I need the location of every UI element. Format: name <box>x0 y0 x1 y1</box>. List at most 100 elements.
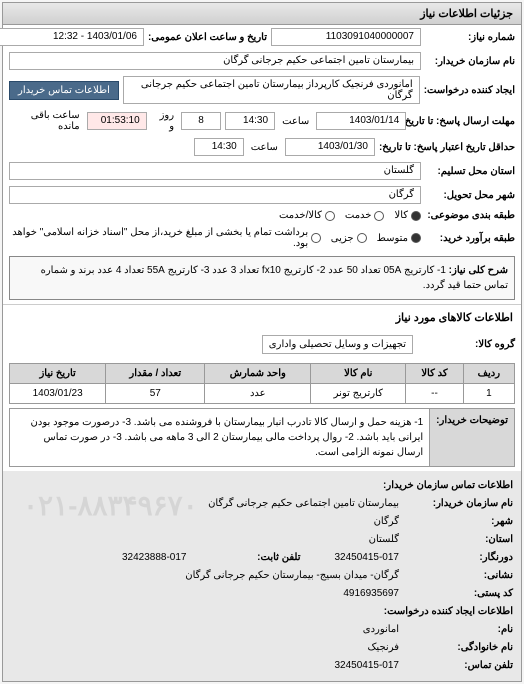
size-opt-2[interactable]: برداشت تمام یا بخشی از مبلغ خرید،از محل … <box>9 227 321 249</box>
pack-opt-1[interactable]: خدمت <box>345 210 385 221</box>
buyer-label: نام سازمان خریدار: <box>425 56 515 67</box>
description-box: شرح کلی نیاز: 1- کارتریج 05A تعداد 50 عد… <box>9 256 515 300</box>
c-post-label: کد پستی: <box>403 585 513 603</box>
td-2: کارتریج تونر <box>311 384 406 404</box>
th-1: کد کالا <box>406 364 464 384</box>
days-and: روز و <box>154 110 174 132</box>
goods-table: ردیف کد کالا نام کالا واحد شمارش تعداد /… <box>9 363 515 404</box>
c-lname-label: نام خانوادگی: <box>403 639 513 657</box>
radio-icon <box>374 211 384 221</box>
req-number-label: شماره نیاز: <box>425 32 515 43</box>
row-deadline: مهلت ارسال پاسخ: تا تاریخ: 1403/01/14 سا… <box>3 107 521 135</box>
pack-opt-0-label: کالا <box>394 210 408 221</box>
pack-opt-0[interactable]: کالا <box>394 210 421 221</box>
time-label-1: ساعت <box>282 116 309 127</box>
c-city-label: شهر: <box>403 513 513 531</box>
row-pack: طبقه بندی موضوعی: کالا خدمت کالا/خدمت <box>3 207 521 224</box>
c-addr-label: نشانی: <box>403 567 513 585</box>
radio-icon <box>411 211 421 221</box>
c-cphone: 32450415-017 <box>334 657 399 675</box>
size-opt-0[interactable]: متوسط <box>377 233 421 244</box>
announce-label: تاریخ و ساعت اعلان عمومی: <box>148 32 267 43</box>
valid-time: 14:30 <box>194 138 244 156</box>
pack-radio-group: کالا خدمت کالا/خدمت <box>279 210 421 221</box>
pack-opt-1-label: خدمت <box>345 210 372 221</box>
desc-text: 1- کارتریج 05A تعداد 50 عدد 2- کارتریج f… <box>41 265 508 291</box>
time-remain: 01:53:10 <box>87 112 147 130</box>
c-cphone-label: تلفن تماس: <box>403 657 513 675</box>
c-fax-label: دورنگار: <box>403 549 513 567</box>
city-value: گرگان <box>9 186 421 204</box>
contact-section: ۰۲۱-۸۸۳۴۹۶۷۰ اطلاعات تماس سازمان خریدار:… <box>3 471 521 681</box>
c-prov: گلستان <box>369 531 399 549</box>
pack-opt-2-label: کالا/خدمت <box>279 210 322 221</box>
th-2: نام کالا <box>311 364 406 384</box>
province-value: گلستان <box>9 162 421 180</box>
c-name-label: نام: <box>403 621 513 639</box>
size-radio-group: متوسط جزیی برداشت تمام یا بخشی از مبلغ خ… <box>9 227 421 249</box>
desc-label: شرح کلی نیاز: <box>449 265 508 276</box>
category-label: گروه کالا: <box>425 339 515 350</box>
size-opt-1-label: جزیی <box>331 233 354 244</box>
c-phone: 32423888-017 <box>122 549 187 567</box>
c-name: امانوردی <box>363 621 399 639</box>
th-3: واحد شمارش <box>205 364 311 384</box>
row-city: شهر محل تحویل: گرگان <box>3 183 521 207</box>
category-value: تجهیزات و وسایل تحصیلی واداری <box>262 335 413 354</box>
announce-value: 1403/01/06 - 12:32 <box>0 28 144 46</box>
td-5: 1403/01/23 <box>10 384 106 404</box>
buyer-notes: توضیحات خریدار: 1- هزینه حمل و ارسال کال… <box>9 408 515 467</box>
notes-text: 1- هزینه حمل و ارسال کالا تادرب انبار بی… <box>10 409 429 466</box>
requester-value: امانوردی فرنجیک کارپرداز بیمارستان تامین… <box>123 76 420 104</box>
contact-title: اطلاعات تماس سازمان خریدار: <box>383 477 513 495</box>
row-size: طبقه برآورد خرید: متوسط جزیی برداشت تمام… <box>3 224 521 252</box>
size-opt-2-label: برداشت تمام یا بخشی از مبلغ خرید،از محل … <box>9 227 308 249</box>
size-label: طبقه برآورد خرید: <box>425 233 515 244</box>
td-3: عدد <box>205 384 311 404</box>
th-4: تعداد / مقدار <box>106 364 205 384</box>
row-valid: حداقل تاریخ اعتبار پاسخ: تا تاریخ: 1403/… <box>3 135 521 159</box>
req-number-value: 1103091040000007 <box>271 28 421 46</box>
row-province: استان محل تسلیم: گلستان <box>3 159 521 183</box>
size-opt-0-label: متوسط <box>377 233 408 244</box>
c-creator-title: اطلاعات ایجاد کننده درخواست: <box>384 603 513 621</box>
c-prov-label: استان: <box>403 531 513 549</box>
c-fax: 32450415-017 <box>334 549 399 567</box>
pack-opt-2[interactable]: کالا/خدمت <box>279 210 335 221</box>
time-remain-suffix: ساعت باقی مانده <box>12 110 80 132</box>
c-city: گرگان <box>374 513 399 531</box>
contact-button[interactable]: اطلاعات تماس خریدار <box>9 81 119 100</box>
radio-icon <box>411 233 421 243</box>
city-label: شهر محل تحویل: <box>425 190 515 201</box>
radio-icon <box>311 233 321 243</box>
province-label: استان محل تسلیم: <box>425 166 515 177</box>
requester-label: ایجاد کننده درخواست: <box>424 85 515 96</box>
days-remain: 8 <box>181 112 221 130</box>
c-org: بیمارستان تامین اجتماعی حکیم جرجانی گرگا… <box>208 495 399 513</box>
valid-label: حداقل تاریخ اعتبار پاسخ: تا تاریخ: <box>379 142 515 153</box>
pack-label: طبقه بندی موضوعی: <box>425 210 515 221</box>
c-addr: گرگان- میدان بسیج- بیمارستان حکیم جرجانی… <box>185 567 399 585</box>
c-org-label: نام سازمان خریدار: <box>403 495 513 513</box>
td-0: 1 <box>463 384 514 404</box>
panel-title: جزئیات اطلاعات نیاز <box>3 3 521 25</box>
td-4: 57 <box>106 384 205 404</box>
radio-icon <box>357 233 367 243</box>
goods-section-title: اطلاعات کالاهای مورد نیاز <box>3 304 521 330</box>
table-row: 1 -- کارتریج تونر عدد 57 1403/01/23 <box>10 384 515 404</box>
c-lname: فرنجیک <box>367 639 399 657</box>
c-phone-label: تلفن ثابت: <box>190 549 300 567</box>
th-5: تاریخ نیاز <box>10 364 106 384</box>
deadline-label: مهلت ارسال پاسخ: تا تاریخ: <box>410 116 515 127</box>
details-panel: جزئیات اطلاعات نیاز شماره نیاز: 11030910… <box>2 2 522 682</box>
size-opt-1[interactable]: جزیی <box>331 233 367 244</box>
row-requester: ایجاد کننده درخواست: امانوردی فرنجیک کار… <box>3 73 521 107</box>
row-req-number: شماره نیاز: 1103091040000007 تاریخ و ساع… <box>3 25 521 49</box>
td-1: -- <box>406 384 464 404</box>
valid-date: 1403/01/30 <box>285 138 375 156</box>
table-header-row: ردیف کد کالا نام کالا واحد شمارش تعداد /… <box>10 364 515 384</box>
c-post: 4916935697 <box>343 585 399 603</box>
buyer-value: بیمارستان تامین اجتماعی حکیم جرجانی گرگا… <box>9 52 421 70</box>
time-label-2: ساعت <box>251 142 278 153</box>
notes-label: توضیحات خریدار: <box>429 409 514 466</box>
